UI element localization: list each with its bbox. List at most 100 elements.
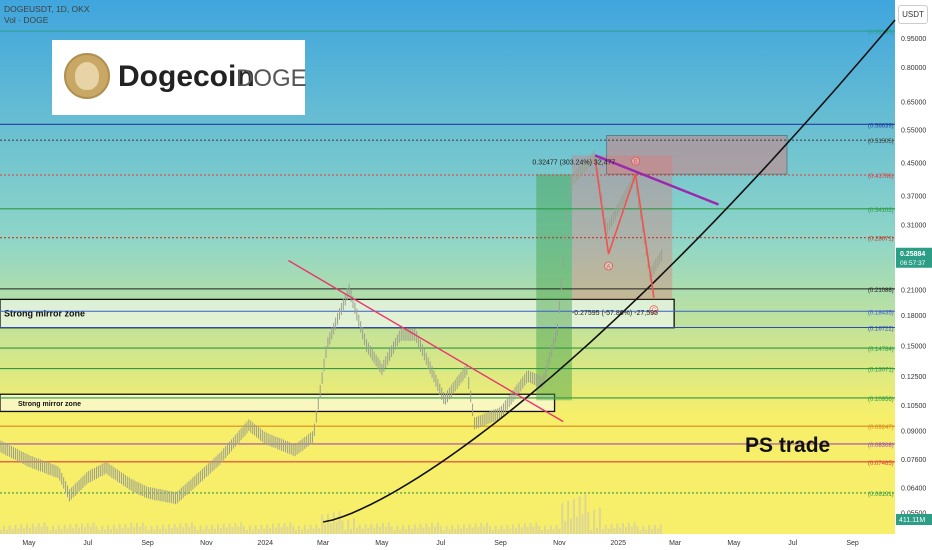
time-tick-label: May [22,540,36,547]
time-tick-label: Jul [83,540,92,547]
volume-bar [78,527,81,534]
volume-bar [567,500,570,534]
volume-bar [370,523,373,534]
volume-bar [121,528,124,534]
volume-bar [352,518,355,534]
volume-bar [627,522,630,534]
logo-name: Dogecoin [118,60,255,93]
volume-bar [425,523,428,534]
volume-bar [26,523,29,534]
volume-bar [454,529,457,534]
volume-bar [138,526,141,534]
volume-bar [497,529,500,534]
volume-bar [584,494,587,534]
volume-bar [607,528,610,534]
time-tick-label: Jul [788,540,797,547]
volume-bar [645,529,648,534]
volume-bar [538,526,541,534]
volume-bar [442,530,445,534]
descending-trendline[interactable] [288,259,564,423]
volume-bar [338,511,341,534]
volume-indicator-label[interactable]: Vol · DOGE [4,15,49,25]
short-position-box[interactable] [571,155,673,300]
volume-bar [439,526,442,534]
price-tick-label: 0.95000 [901,36,926,43]
volume-bar [271,523,274,534]
volume-bar [52,525,55,534]
long-position-box[interactable] [536,174,572,401]
measure-down-label: -0.27595 (-57.86%) -27,595 [572,310,658,317]
abc-pattern[interactable] [594,158,655,298]
mirror-zone-label: Strong mirror zone [18,401,81,408]
volume-bar [162,524,165,534]
volume-bar [225,527,228,534]
level-label: (0.16722) [868,327,894,333]
volume-bar [37,522,40,534]
volume-bar [251,529,254,534]
logo-ticker: DOGE [236,65,307,92]
volume-bar [407,524,410,534]
volume-value-label: 411.11M [899,517,925,524]
parabolic-support-curve[interactable] [322,19,896,523]
time-tick-label: 2024 [257,540,273,547]
volume-bar [546,529,549,534]
volume-bar [393,530,396,534]
volume-bar [324,524,327,534]
time-tick-label: Nov [553,540,566,547]
volume-bar [95,526,98,534]
volume-bar [182,527,185,534]
volume-bar [656,528,659,534]
level-label: (0.99193) [868,30,894,36]
volume-bar [283,522,286,534]
price-tick-label: 0.18000 [901,313,926,320]
volume-bar [347,519,350,534]
price-tick-label: 0.65000 [901,99,926,106]
volume-bar [150,525,153,534]
volume-bar [260,524,263,534]
volume-bar [31,523,34,534]
volume-bar [277,523,280,534]
volume-bar [60,529,63,534]
volume-bar [613,528,616,534]
level-label: (0.06191) [868,492,894,498]
volume-bar [361,528,364,534]
volume-bar [367,528,370,534]
symbol-title[interactable]: DOGEUSDT, 1D, OKX [4,4,90,14]
volume-bar [167,524,170,534]
resistance-trendline[interactable] [594,154,719,206]
volume-bar [558,528,561,534]
volume-bar [130,523,133,534]
price-axis-background [895,0,932,550]
target-zone-box[interactable] [606,135,788,175]
level-label: (0.34102) [868,208,894,214]
level-label: (0.10956) [868,397,894,403]
volume-value-tag [896,514,932,525]
volume-bar [118,524,121,534]
price-tick-label: 0.21000 [901,288,926,295]
level-label: (0.21088) [868,288,894,294]
pattern-point-label: A [607,265,611,271]
volume-bar [329,522,332,534]
volume-bar [101,525,104,534]
level-label: (0.18435) [868,310,894,316]
volume-bar [413,524,416,534]
price-tick-label: 0.55000 [901,127,926,134]
volume-bar [590,530,593,534]
level-label: (0.14784) [868,347,894,353]
mirror-zone-box[interactable] [0,393,556,413]
volume-bar [433,526,436,534]
watermark-text: PS trade [745,434,831,457]
price-tick-label: 0.12500 [901,374,926,381]
volume-bar [488,526,491,534]
volume-bar [364,524,367,534]
volume-bar [480,522,483,534]
volume-bar [34,527,37,534]
currency-unit-button[interactable]: USDT [898,5,928,24]
volume-bar [486,522,489,534]
volume-bar [81,523,84,534]
time-tick-label: Sep [141,540,154,547]
level-label: (0.08308) [868,443,894,449]
volume-bar [219,528,222,534]
volume-bar [515,528,518,534]
